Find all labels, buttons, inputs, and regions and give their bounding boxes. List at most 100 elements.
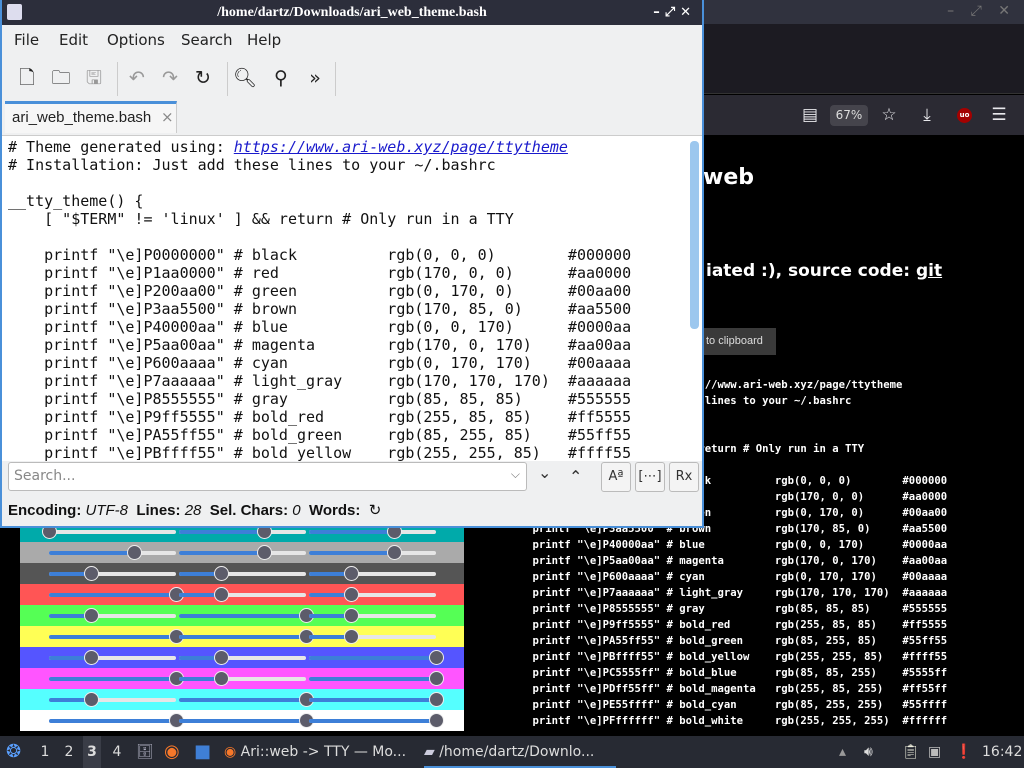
regex-button[interactable]: Rx [669, 462, 699, 492]
green-slider[interactable] [179, 671, 306, 686]
menu-options[interactable]: Options [107, 31, 165, 49]
red-slider[interactable] [49, 671, 184, 686]
slider-handle[interactable] [84, 566, 100, 581]
slider-handle[interactable] [429, 692, 444, 707]
blue-slider[interactable] [309, 671, 444, 686]
clipboard-icon[interactable]: 📋︎ [902, 744, 920, 760]
slider-handle[interactable] [214, 650, 230, 665]
green-slider[interactable] [179, 650, 306, 665]
red-slider[interactable] [49, 629, 184, 644]
task-editor[interactable]: ▰ /home/dartz/Downlo... [424, 736, 616, 768]
blue-slider[interactable] [309, 650, 444, 665]
slider-handle[interactable] [344, 566, 360, 581]
open-folder-icon[interactable]: 🗀 [51, 67, 71, 89]
menu-file[interactable]: File [14, 31, 40, 49]
new-file-icon[interactable]: 🗋 [19, 67, 35, 89]
search-input[interactable]: Search... ⌵ [8, 462, 527, 491]
blue-slider[interactable] [309, 692, 444, 707]
red-slider[interactable] [42, 524, 176, 539]
red-slider[interactable] [49, 587, 184, 602]
save-icon[interactable]: 🖫 [85, 67, 103, 89]
slider-handle[interactable] [84, 608, 100, 623]
blue-slider[interactable] [309, 545, 436, 560]
slider-handle[interactable] [344, 629, 360, 644]
slider-handle[interactable] [84, 650, 100, 665]
green-slider[interactable] [179, 524, 306, 539]
red-slider[interactable] [49, 713, 184, 728]
slider-handle[interactable] [214, 587, 230, 602]
file-manager-icon[interactable]: 🗄 [136, 744, 154, 760]
workspace-1[interactable]: 1 [40, 744, 50, 760]
theme-url-link[interactable]: https://www.ari-web.xyz/page/ttytheme [666, 379, 903, 391]
whole-word-button[interactable]: [⋯] [635, 462, 665, 492]
notification-icon[interactable]: ❗ [955, 744, 973, 760]
red-slider[interactable] [49, 692, 176, 707]
task-firefox[interactable]: ◉ Ari::web -> TTY — Mo... [224, 736, 416, 768]
match-case-button[interactable]: Aª [601, 462, 631, 492]
redo-icon[interactable]: ↷ [162, 67, 178, 89]
firefox-icon[interactable]: ◉ [164, 741, 180, 762]
menu-icon[interactable]: ☰ [991, 105, 1007, 125]
green-slider[interactable] [179, 608, 314, 623]
blue-slider[interactable] [309, 587, 436, 602]
green-slider[interactable] [179, 629, 314, 644]
find-next-icon[interactable]: ⌄ [538, 463, 552, 482]
find-replace-icon[interactable]: ⚲ [274, 67, 288, 89]
blue-slider[interactable] [309, 713, 444, 728]
slider-handle[interactable] [429, 650, 444, 665]
bookmark-star-icon[interactable]: ☆ [881, 105, 897, 125]
green-slider[interactable] [179, 587, 306, 602]
git-link[interactable]: git [915, 261, 943, 281]
find-previous-icon[interactable]: ⌃ [569, 467, 583, 486]
menu-help[interactable]: Help [247, 31, 282, 49]
slider-handle[interactable] [429, 713, 444, 728]
green-slider[interactable] [179, 713, 314, 728]
copy-to-clipboard-button[interactable]: to clipboard [700, 328, 776, 355]
download-icon[interactable]: ⤓ [923, 105, 931, 125]
red-slider[interactable] [49, 566, 176, 581]
menu-search[interactable]: Search [181, 31, 233, 49]
green-slider[interactable] [179, 545, 306, 560]
volume-icon[interactable]: 🔊︎ [864, 744, 873, 760]
close-tab-icon[interactable]: × [161, 108, 174, 126]
green-slider[interactable] [179, 566, 306, 581]
find-icon[interactable]: 🔍︎ [232, 67, 258, 89]
menu-edit[interactable]: Edit [59, 31, 89, 49]
slider-handle[interactable] [344, 608, 360, 623]
red-slider[interactable] [49, 545, 176, 560]
reload-icon[interactable]: ↻ [195, 67, 211, 89]
zoom-level-badge[interactable]: 67% [830, 105, 868, 126]
slider-handle[interactable] [429, 671, 444, 686]
refresh-words-icon[interactable]: ↻ [368, 502, 382, 519]
reader-view-icon[interactable]: ▤ [801, 105, 819, 125]
browser-window-controls[interactable]: – ⤢ ✕ [947, 3, 1016, 19]
blue-slider[interactable] [309, 608, 436, 623]
workspace-2[interactable]: 2 [64, 744, 74, 760]
network-icon[interactable]: ▣ [928, 744, 942, 760]
red-slider[interactable] [49, 650, 176, 665]
blue-slider[interactable] [309, 524, 436, 539]
ublock-icon[interactable]: uo [957, 108, 972, 123]
slider-handle[interactable] [344, 587, 360, 602]
slider-handle[interactable] [84, 692, 100, 707]
slider-handle[interactable] [214, 671, 230, 686]
slider-handle[interactable] [386, 545, 402, 560]
slider-handle[interactable] [214, 566, 230, 581]
workspace-3[interactable]: 3 [83, 736, 101, 768]
app-launcher-icon[interactable]: ■ [194, 741, 212, 762]
slider-handle[interactable] [126, 545, 142, 560]
theme-url-link[interactable]: https://www.ari-web.xyz/page/ttytheme [233, 138, 568, 156]
start-menu-icon[interactable]: ❂ [6, 741, 22, 762]
workspace-4[interactable]: 4 [112, 744, 122, 760]
green-slider[interactable] [179, 692, 314, 707]
vertical-scrollbar[interactable] [690, 141, 699, 329]
text-editor[interactable]: # Theme generated using: https://www.ari… [2, 135, 702, 461]
search-history-chevron-icon[interactable]: ⌵ [510, 467, 520, 481]
red-slider[interactable] [49, 608, 176, 623]
more-icon[interactable]: » [309, 67, 321, 89]
window-controls[interactable]: –⤢✕ [653, 5, 696, 20]
blue-slider[interactable] [309, 629, 436, 644]
blue-slider[interactable] [309, 566, 436, 581]
slider-handle[interactable] [256, 545, 272, 560]
tab-ari-web-theme[interactable]: ari_web_theme.bash × [5, 101, 177, 133]
